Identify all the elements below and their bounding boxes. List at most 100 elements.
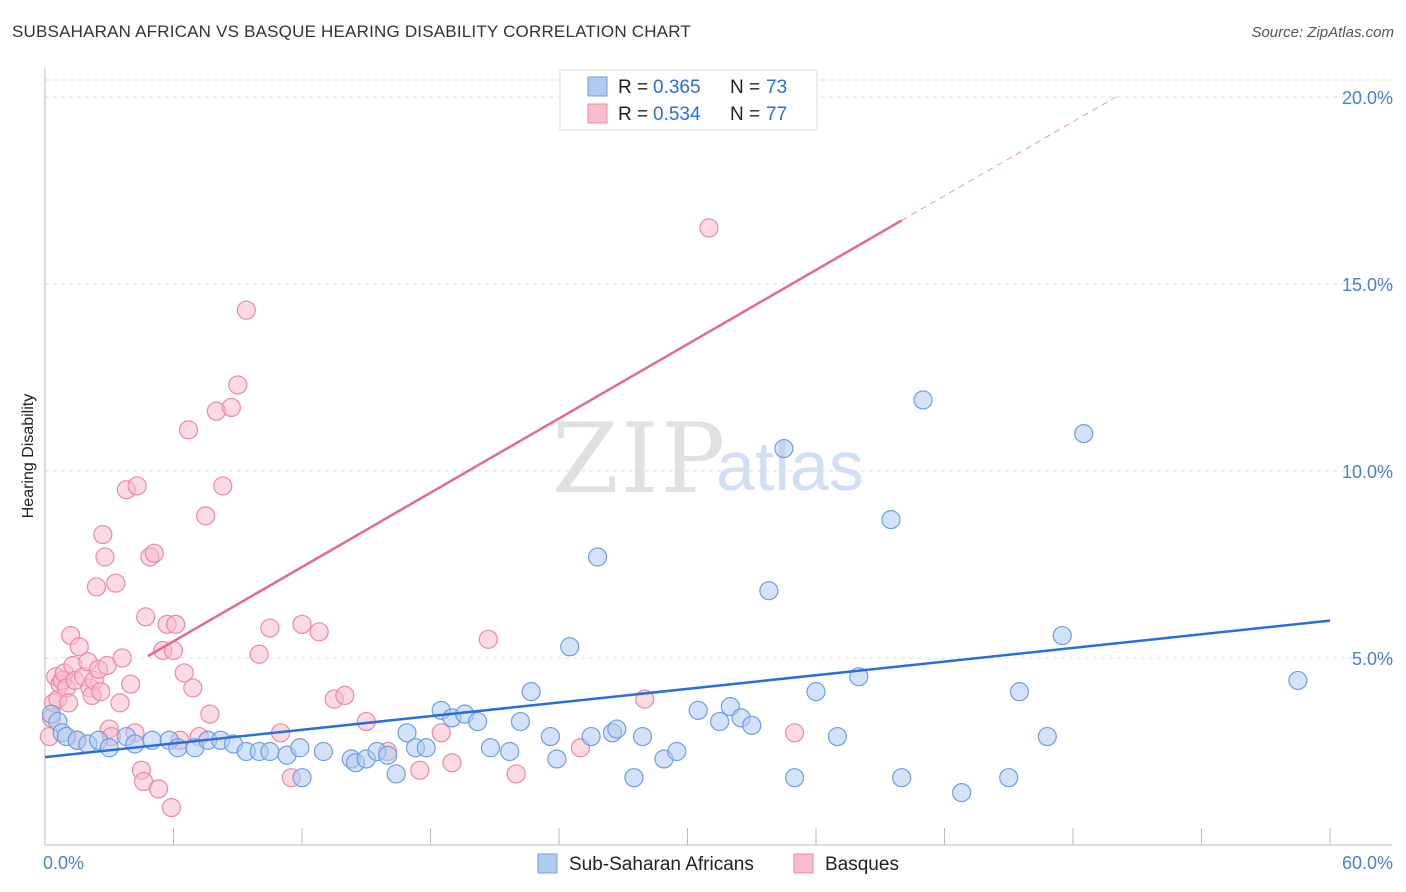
y-axis-label: Hearing Disability: [20, 394, 37, 519]
basques-point-52: [200, 704, 220, 724]
sub-saharan-point-72: [1288, 670, 1308, 691]
basques-point-75: [699, 218, 719, 238]
basques-point-58: [249, 644, 269, 664]
sub-saharan-point-40: [521, 682, 541, 702]
sub-saharan-point-58: [774, 438, 794, 459]
basques-point-9: [58, 693, 79, 713]
x-tick-label-min: 0.0%: [43, 853, 84, 873]
basques-point-47: [174, 663, 194, 683]
sub-saharan-point-65: [913, 390, 933, 410]
trend-lines: [44, 96, 1331, 759]
basques-point-22: [91, 682, 111, 702]
sub-saharan-point-53: [710, 711, 730, 732]
sub-saharan-point-70: [1052, 625, 1072, 646]
basques-point-76: [784, 723, 805, 743]
sub-saharan-point-37: [480, 738, 501, 758]
sub-saharan-point-61: [827, 726, 848, 747]
legend-r-value-blue: 0.365: [653, 77, 701, 98]
sub-saharan-point-39: [510, 711, 531, 732]
sub-saharan-point-64: [892, 768, 912, 788]
legend-swatch-blue: [587, 76, 608, 97]
watermark-zip: ZIP: [552, 403, 727, 515]
sub-saharan-point-38: [500, 741, 520, 762]
basques-point-65: [335, 685, 355, 706]
legend-n-value-blue: 73: [766, 77, 787, 98]
sub-saharan-point-41: [540, 726, 561, 747]
sub-saharan-point-32: [416, 738, 436, 758]
basques-point-59: [260, 618, 280, 638]
basques-point-54: [213, 476, 233, 496]
y-tick-label-15: 15.0%: [1342, 275, 1393, 295]
legend-swatch-pink: [587, 103, 608, 124]
legend-n-label-blue: N =: [730, 77, 760, 98]
basques-point-72: [506, 764, 526, 784]
basques-point-55: [221, 397, 241, 418]
y-tick-labels: 5.0% 10.0% 15.0% 20.0%: [1342, 88, 1393, 669]
sub-saharan-point-30: [397, 723, 417, 743]
x-ticks: [44, 828, 1331, 845]
basques-point-68: [410, 760, 430, 780]
sub-saharan-point-9: [125, 734, 145, 754]
legend-bottom-label-blue: Sub-Saharan Africans: [569, 854, 754, 875]
basques-point-39: [144, 543, 164, 563]
legend-bottom-swatch-blue: [537, 853, 558, 874]
sub-saharan-point-28: [378, 745, 398, 765]
sub-saharan-point-21: [290, 738, 310, 758]
basques-point-20: [86, 577, 107, 597]
basques-point-69: [431, 723, 451, 743]
basques-trend-extension: [901, 96, 1117, 221]
legend-n-value-pink: 77: [766, 104, 787, 125]
y-tick-label-5: 5.0%: [1352, 649, 1393, 669]
sub-saharan-point-68: [1009, 682, 1030, 702]
basques-point-43: [161, 797, 181, 818]
sub-saharan-point-48: [624, 768, 644, 788]
series-legend: Sub-Saharan Africans Basques: [537, 853, 899, 875]
basques-point-30: [112, 648, 132, 668]
basques-point-28: [106, 573, 126, 593]
sub-saharan-point-22: [292, 768, 312, 788]
basques-point-57: [236, 300, 256, 320]
sub-saharan-point-44: [581, 726, 601, 747]
sub-saharan-point-42: [547, 749, 567, 769]
watermark-atlas: atlas: [716, 427, 864, 505]
sub-saharan-point-56: [742, 715, 762, 735]
basques-point-37: [136, 607, 156, 627]
basques-point-24: [95, 547, 115, 567]
basques-point-45: [166, 614, 186, 634]
basques-point-14: [69, 637, 89, 657]
y-tick-label-20: 20.0%: [1342, 88, 1393, 108]
basques-point-40: [148, 779, 169, 799]
source-attribution: Source: ZipAtlas.com: [1251, 24, 1394, 41]
sub-saharan-point-51: [667, 741, 687, 762]
sub-saharan-point-71: [1074, 424, 1094, 444]
x-tick-label-max: 60.0%: [1342, 853, 1393, 873]
chart-title: SUBSAHARAN AFRICAN VS BASQUE HEARING DIS…: [12, 22, 691, 41]
grid-lines: [45, 79, 1392, 659]
basques-point-32: [121, 674, 141, 694]
sub-saharan-point-36: [468, 711, 488, 732]
basques-point-63: [309, 622, 329, 642]
sub-saharan-point-66: [952, 783, 972, 803]
basques-point-56: [228, 375, 248, 395]
sub-saharan-point-23: [313, 741, 334, 762]
sub-saharan-point-47: [607, 719, 627, 739]
legend-bottom-label-pink: Basques: [825, 854, 899, 875]
sub-saharan-point-69: [1037, 726, 1057, 747]
basques-point-70: [442, 753, 462, 773]
legend-r-value-pink: 0.534: [653, 104, 701, 125]
sub-saharan-point-59: [784, 768, 805, 788]
legend-r-label-pink: R =: [618, 104, 648, 125]
legend-n-label-pink: N =: [730, 104, 760, 125]
sub-saharan-trend-line: [44, 619, 1331, 759]
basques-point-62: [292, 614, 312, 634]
basques-point-48: [178, 420, 199, 440]
basques-point-71: [478, 629, 498, 649]
basques-point-49: [183, 678, 203, 698]
sub-saharan-point-45: [587, 547, 608, 567]
basques-point-29: [110, 693, 130, 713]
y-tick-label-10: 10.0%: [1342, 462, 1393, 482]
correlation-legend: R = 0.365 N = 73 R = 0.534 N = 77: [559, 69, 818, 131]
basques-trend-line: [147, 219, 903, 658]
sub-saharan-point-7: [99, 738, 119, 758]
